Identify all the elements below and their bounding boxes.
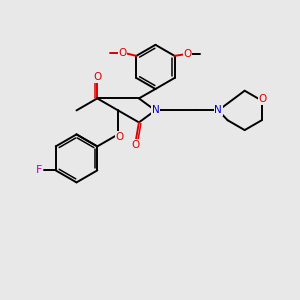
Text: F: F (36, 165, 43, 176)
Text: O: O (184, 50, 192, 59)
Text: O: O (259, 94, 267, 104)
Text: O: O (118, 49, 126, 58)
Text: O: O (115, 132, 123, 142)
Text: O: O (94, 72, 102, 82)
Text: N: N (214, 105, 222, 116)
Text: O: O (132, 140, 140, 150)
Text: N: N (152, 105, 160, 115)
